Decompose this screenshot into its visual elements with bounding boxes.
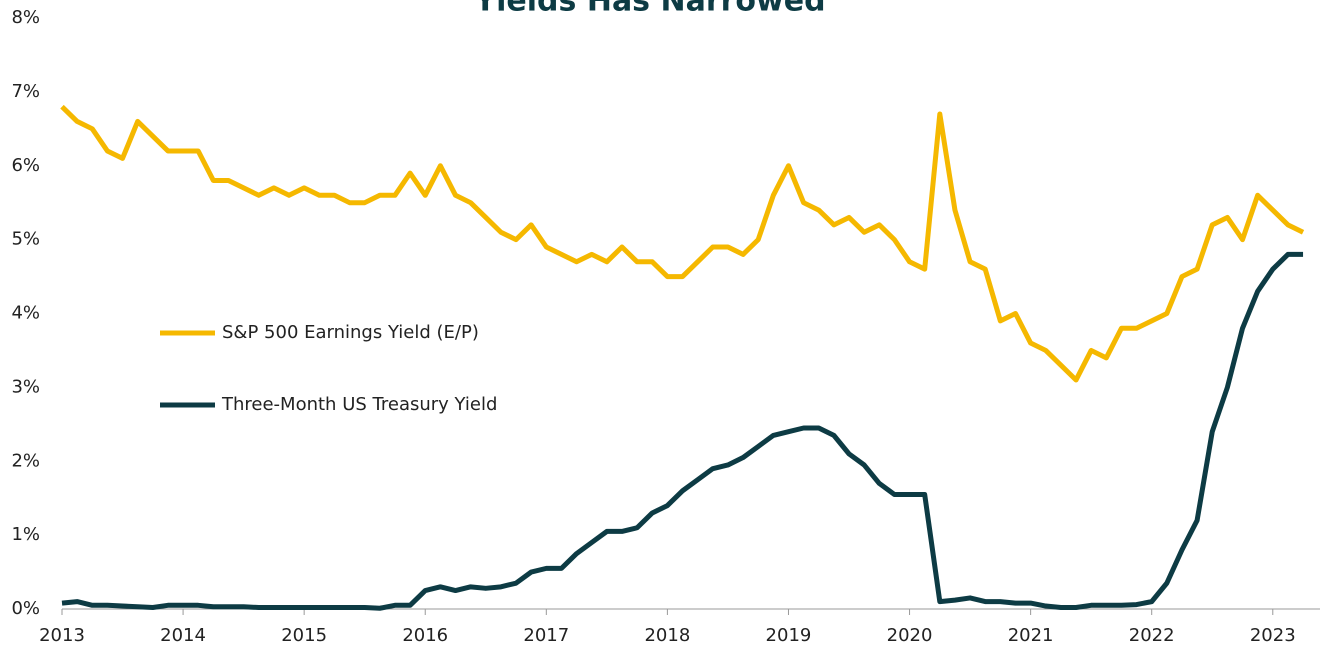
x-tick-label: 2021 — [1008, 625, 1054, 646]
x-tick-label: 2014 — [160, 625, 206, 646]
chart-title: Yields Has Narrowed — [473, 0, 825, 19]
x-tick-label: 2020 — [887, 625, 933, 646]
x-tick-label: 2019 — [766, 625, 812, 646]
x-tick-label: 2017 — [523, 625, 569, 646]
y-tick-label: 8% — [11, 7, 40, 28]
legend-label: S&P 500 Earnings Yield (E/P) — [222, 322, 479, 343]
y-tick-label: 1% — [11, 524, 40, 545]
y-tick-label: 0% — [11, 598, 40, 619]
legend-label: Three-Month US Treasury Yield — [221, 394, 497, 415]
y-tick-label: 3% — [11, 376, 40, 397]
y-tick-label: 2% — [11, 450, 40, 471]
series-line — [60, 104, 1305, 383]
series-line — [61, 251, 1304, 611]
x-tick-label: 2023 — [1250, 625, 1296, 646]
x-tick-label: 2018 — [644, 625, 690, 646]
y-tick-label: 4% — [11, 303, 40, 324]
x-tick-label: 2013 — [39, 625, 85, 646]
x-tick-label: 2015 — [281, 625, 327, 646]
x-tick-label: 2016 — [402, 625, 448, 646]
y-tick-label: 6% — [11, 155, 40, 176]
x-tick-label: 2022 — [1129, 625, 1175, 646]
y-tick-label: 5% — [11, 229, 40, 250]
y-tick-label: 7% — [11, 81, 40, 102]
